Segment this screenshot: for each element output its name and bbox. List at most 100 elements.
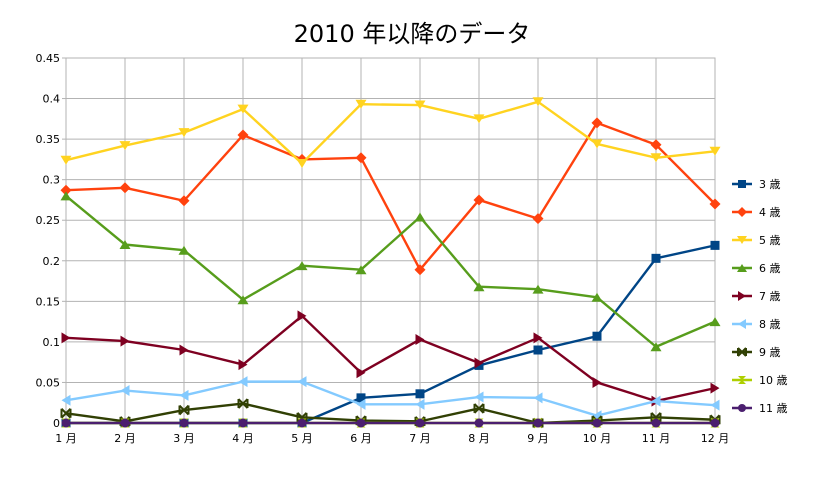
series-layer — [60, 97, 721, 429]
data-point-marker — [60, 184, 72, 196]
legend: 3 歳 4 歳 5 歳 6 歳 7 歳 8 歳 9 歳 10 歳 11 歳 — [732, 178, 788, 415]
data-point-marker — [238, 418, 248, 428]
data-point-marker — [710, 240, 720, 250]
data-point-marker — [473, 114, 485, 124]
data-point-marker — [651, 418, 661, 428]
data-point-marker — [237, 295, 249, 305]
data-point-marker — [356, 393, 366, 403]
data-point-marker — [473, 194, 485, 206]
data-point-marker — [474, 391, 484, 403]
series-line — [65, 121, 716, 271]
series-line — [65, 100, 716, 165]
series-line — [66, 244, 716, 425]
data-point-marker — [120, 385, 130, 397]
data-point-marker — [415, 333, 425, 345]
legend-item: 4 歳 — [732, 206, 781, 219]
legend-label: 9 歳 — [759, 346, 781, 359]
data-point-marker — [415, 389, 425, 399]
data-point-marker — [473, 282, 485, 292]
data-point-marker — [592, 376, 602, 388]
data-point-marker — [179, 418, 189, 428]
data-point-marker — [738, 376, 746, 384]
series-1 — [61, 240, 720, 428]
legend-label: 8 歳 — [759, 318, 781, 331]
series-line — [65, 314, 716, 403]
legend-label: 3 歳 — [759, 178, 781, 191]
x-tick-label: 3 月 — [173, 432, 195, 445]
data-point-marker — [61, 394, 71, 406]
series-line — [65, 194, 716, 348]
x-tick-label: 6 月 — [350, 432, 372, 445]
legend-item: 3 歳 — [732, 178, 781, 191]
x-tick-label: 12 月 — [701, 432, 730, 445]
data-point-marker — [237, 398, 249, 409]
legend-item: 11 歳 — [732, 402, 788, 415]
data-point-marker — [179, 389, 189, 401]
data-point-marker — [591, 117, 603, 129]
data-point-marker — [356, 418, 366, 428]
y-tick-label: 0.45 — [36, 52, 61, 65]
data-point-marker — [474, 418, 484, 428]
data-point-marker — [738, 404, 746, 412]
data-point-marker — [709, 198, 721, 210]
y-tick-label: 0.05 — [36, 376, 61, 389]
legend-label: 4 歳 — [759, 206, 781, 219]
legend-label: 7 歳 — [759, 290, 781, 303]
x-tick-label: 9 月 — [527, 432, 549, 445]
data-point-marker — [650, 139, 662, 151]
data-point-marker — [119, 182, 131, 194]
axes: 0 0.05 0.1 0.15 0.2 0.25 0.3 0.35 0.4 0.45 1 月 2 月 3… — [36, 52, 730, 445]
series-3 — [60, 97, 721, 168]
data-point-marker — [297, 376, 307, 388]
data-point-marker — [296, 261, 308, 271]
data-point-marker — [178, 128, 190, 138]
data-point-marker — [61, 418, 71, 428]
legend-item: 7 歳 — [732, 290, 781, 303]
data-point-marker — [738, 180, 746, 188]
data-point-marker — [355, 99, 367, 109]
data-point-marker — [591, 139, 603, 149]
series-5 — [61, 310, 720, 407]
data-point-marker — [178, 245, 190, 255]
data-point-marker — [650, 342, 662, 352]
data-point-marker — [179, 344, 189, 356]
data-point-marker — [738, 291, 746, 301]
series-line — [65, 380, 716, 417]
legend-label: 6 歳 — [759, 262, 781, 275]
data-point-marker — [592, 418, 602, 428]
data-point-marker — [651, 395, 661, 407]
plot-area-border — [65, 57, 716, 424]
data-point-marker — [60, 191, 72, 201]
data-point-marker — [119, 240, 131, 250]
data-point-marker — [737, 347, 747, 357]
data-point-marker — [120, 335, 130, 347]
data-point-marker — [120, 418, 130, 428]
x-tick-label: 11 月 — [642, 432, 671, 445]
data-point-marker — [414, 212, 426, 222]
legend-item: 9 歳 — [732, 346, 781, 359]
y-tick-label: 0.4 — [43, 93, 61, 106]
x-tick-label: 10 月 — [583, 432, 612, 445]
y-tick-label: 0.1 — [43, 336, 61, 349]
data-point-marker — [296, 158, 308, 168]
data-point-marker — [297, 418, 307, 428]
data-point-marker — [61, 332, 71, 344]
data-point-marker — [355, 152, 367, 164]
x-tick-label: 2 月 — [114, 432, 136, 445]
data-point-marker — [710, 418, 720, 428]
y-tick-label: 0.2 — [43, 255, 61, 268]
data-point-marker — [650, 412, 662, 423]
data-point-marker — [414, 100, 426, 110]
data-point-marker — [533, 332, 543, 344]
x-tick-label: 8 月 — [468, 432, 490, 445]
legend-item: 5 歳 — [732, 234, 781, 247]
series-4 — [60, 191, 721, 352]
data-point-marker — [60, 408, 72, 419]
data-point-marker — [650, 153, 662, 163]
y-tick-label: 0 — [53, 417, 60, 430]
data-point-marker — [591, 292, 603, 302]
grid-lines — [65, 57, 716, 424]
legend-item: 6 歳 — [732, 262, 781, 275]
